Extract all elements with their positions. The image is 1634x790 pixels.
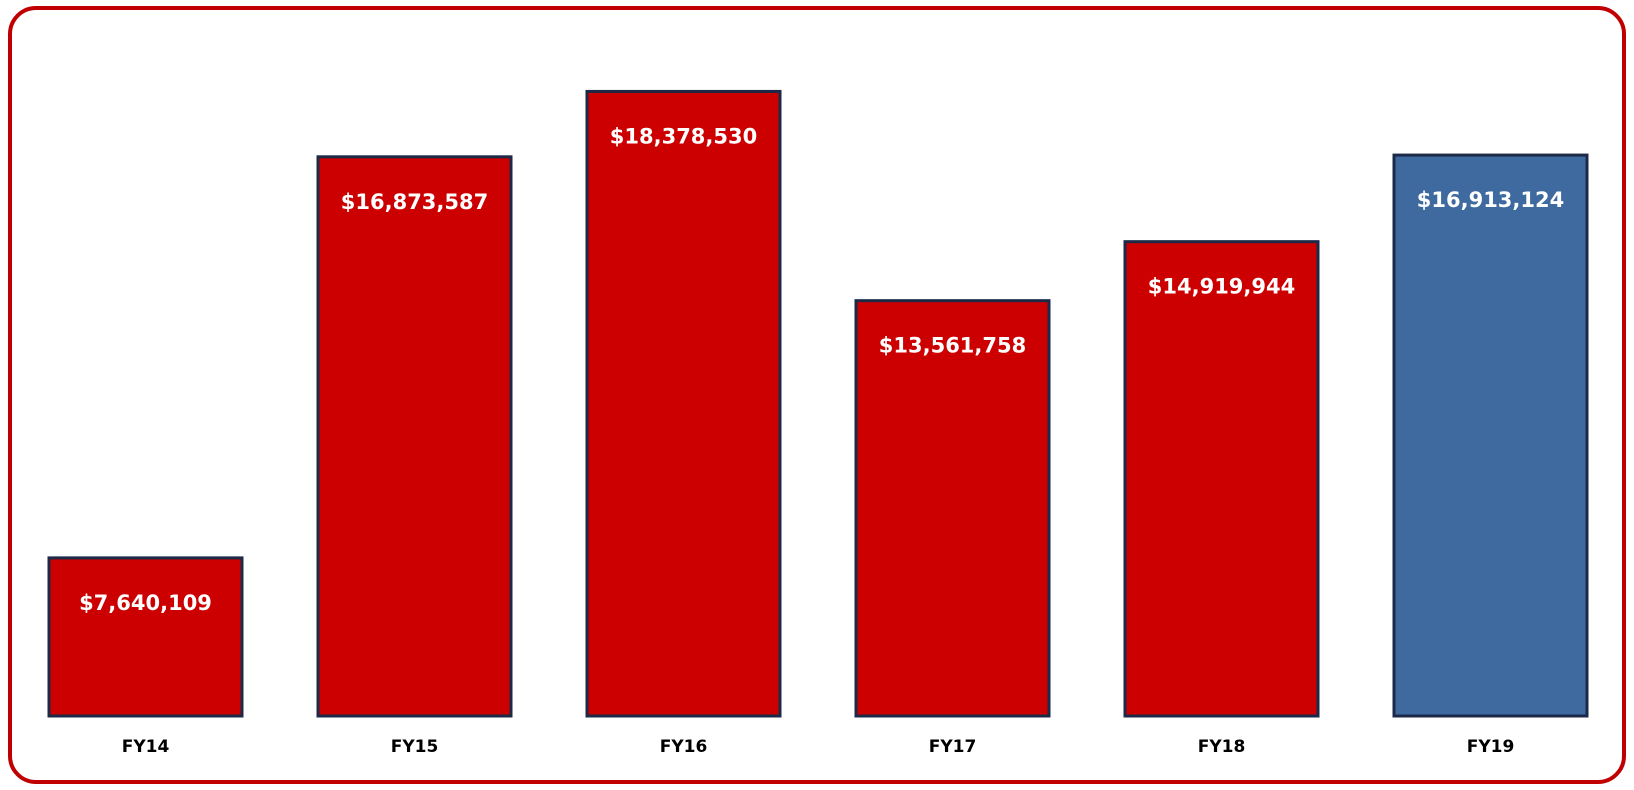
bar: [854, 299, 1051, 718]
value-label: $14,919,944: [1148, 275, 1295, 299]
x-tick-label: FY18: [1198, 737, 1246, 757]
value-label: $16,913,124: [1417, 188, 1564, 212]
x-tick-label: FY14: [122, 737, 170, 757]
x-tick-label: FY15: [391, 737, 439, 757]
x-tick-label: FY17: [929, 737, 977, 757]
value-label: $16,873,587: [341, 190, 488, 214]
bar: [47, 556, 244, 718]
bar: [1392, 153, 1589, 718]
x-tick-label: FY19: [1467, 737, 1515, 757]
bar: [1123, 240, 1320, 718]
frame: [8, 6, 1626, 784]
value-label: $7,640,109: [79, 591, 212, 615]
bar: [316, 155, 513, 718]
value-label: $13,561,758: [879, 334, 1026, 358]
x-tick-label: FY16: [660, 737, 708, 757]
value-label: $18,378,530: [610, 124, 757, 148]
bar: [585, 89, 782, 718]
